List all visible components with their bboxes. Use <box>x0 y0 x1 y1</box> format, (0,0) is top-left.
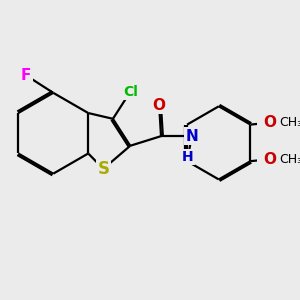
Text: O: O <box>263 152 276 167</box>
Text: H: H <box>182 150 194 164</box>
Text: N: N <box>185 129 198 144</box>
Text: O: O <box>153 98 166 113</box>
Text: Cl: Cl <box>123 85 138 99</box>
Text: S: S <box>97 160 109 178</box>
Text: O: O <box>263 115 276 130</box>
Text: F: F <box>21 68 32 83</box>
Text: CH₃: CH₃ <box>279 153 300 166</box>
Text: CH₃: CH₃ <box>279 116 300 129</box>
